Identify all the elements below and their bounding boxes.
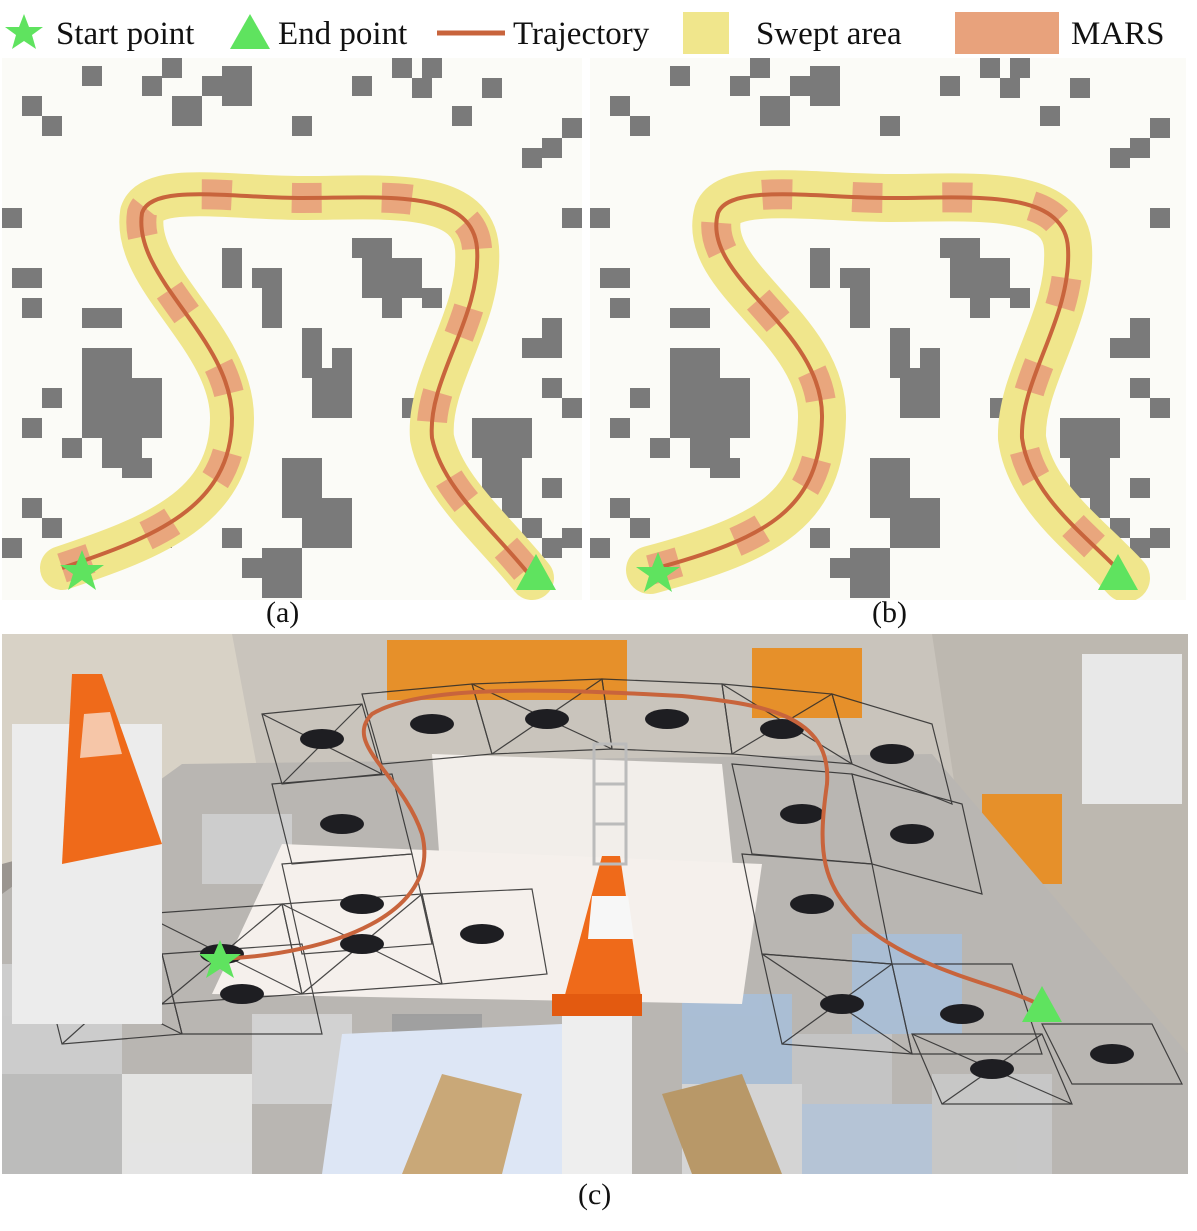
caption-a: (a) xyxy=(266,596,300,629)
start-star-icon xyxy=(636,552,680,592)
mars-swatch xyxy=(955,12,1059,54)
star-icon xyxy=(5,14,43,49)
end-triangle-icon xyxy=(1098,554,1138,590)
legend: Start point End point Trajectory Swept a… xyxy=(5,12,1165,54)
legend-start-label: Start point xyxy=(56,16,194,52)
triangle-icon xyxy=(230,14,270,49)
obstacles xyxy=(2,58,582,598)
trajectory-path xyxy=(219,688,1043,1008)
panel-a-svg xyxy=(2,58,582,600)
legend-trajectory-label: Trajectory xyxy=(513,16,650,52)
panel-b-svg xyxy=(590,58,1186,602)
panel-c-photo xyxy=(2,634,1188,1174)
panel-a-map xyxy=(2,58,582,600)
center-pillar xyxy=(562,1004,632,1174)
drones xyxy=(90,709,1134,1079)
end-triangle-icon xyxy=(516,554,556,590)
obstacles xyxy=(590,58,1170,598)
legend-end-label: End point xyxy=(278,16,407,52)
caption-b: (b) xyxy=(872,596,907,629)
swept-area-swatch xyxy=(683,12,729,54)
start-star-icon xyxy=(199,940,241,978)
trajectory-path xyxy=(61,192,534,580)
legend-mars-label: MARS xyxy=(1071,16,1165,52)
start-star-icon xyxy=(60,550,104,590)
legend-swept-label: Swept area xyxy=(756,16,902,52)
caption-c: (c) xyxy=(578,1178,612,1211)
trajectory-path xyxy=(649,192,1128,580)
end-triangle-icon xyxy=(1022,986,1062,1022)
panel-b-map xyxy=(590,58,1186,602)
panel-c-svg xyxy=(2,634,1188,1174)
